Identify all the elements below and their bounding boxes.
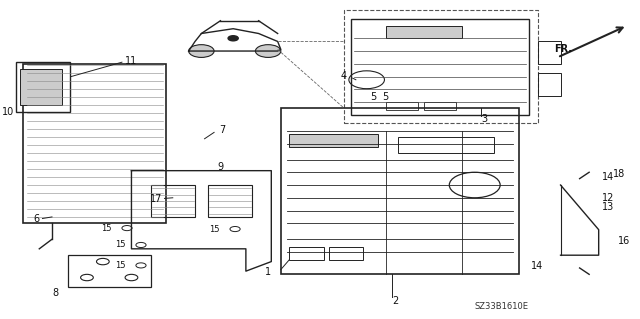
Circle shape <box>189 45 214 57</box>
Bar <box>386 26 462 38</box>
Text: 8: 8 <box>52 288 58 298</box>
Text: 5: 5 <box>383 92 389 102</box>
Text: 4: 4 <box>340 71 346 81</box>
Bar <box>351 19 529 115</box>
Text: 1: 1 <box>265 267 271 277</box>
Text: 3: 3 <box>481 114 487 124</box>
Text: 16: 16 <box>618 236 630 246</box>
Text: 18: 18 <box>612 169 625 179</box>
Bar <box>399 137 494 153</box>
Text: 15: 15 <box>115 261 125 270</box>
Bar <box>289 247 324 260</box>
Text: 7: 7 <box>219 125 225 135</box>
Bar <box>344 10 538 123</box>
Bar <box>538 73 561 96</box>
Bar <box>424 102 456 110</box>
Text: 9: 9 <box>217 161 223 172</box>
Text: 14: 14 <box>602 172 614 182</box>
Text: 11: 11 <box>125 56 138 66</box>
Bar <box>386 102 417 110</box>
Text: 2: 2 <box>392 296 398 307</box>
Bar <box>150 185 195 217</box>
Bar <box>208 185 252 217</box>
Bar <box>20 69 61 105</box>
Bar <box>328 247 364 260</box>
Text: 15: 15 <box>209 225 219 234</box>
Text: 12: 12 <box>602 193 614 204</box>
Text: 14: 14 <box>531 261 543 271</box>
Text: 6: 6 <box>33 214 39 224</box>
Text: 5: 5 <box>370 92 376 102</box>
Text: 15: 15 <box>100 224 111 233</box>
Bar <box>16 62 70 112</box>
Text: SZ33B1610E: SZ33B1610E <box>475 302 529 311</box>
Text: 13: 13 <box>602 202 614 212</box>
Bar <box>289 134 378 147</box>
Text: 10: 10 <box>2 107 15 117</box>
Text: 15: 15 <box>115 241 125 249</box>
Text: 17: 17 <box>150 194 162 204</box>
Circle shape <box>228 36 238 41</box>
Circle shape <box>255 45 281 57</box>
Bar <box>68 255 150 287</box>
Bar <box>538 41 561 64</box>
Bar <box>281 108 519 274</box>
Text: FR.: FR. <box>554 44 572 55</box>
Bar <box>24 64 166 223</box>
